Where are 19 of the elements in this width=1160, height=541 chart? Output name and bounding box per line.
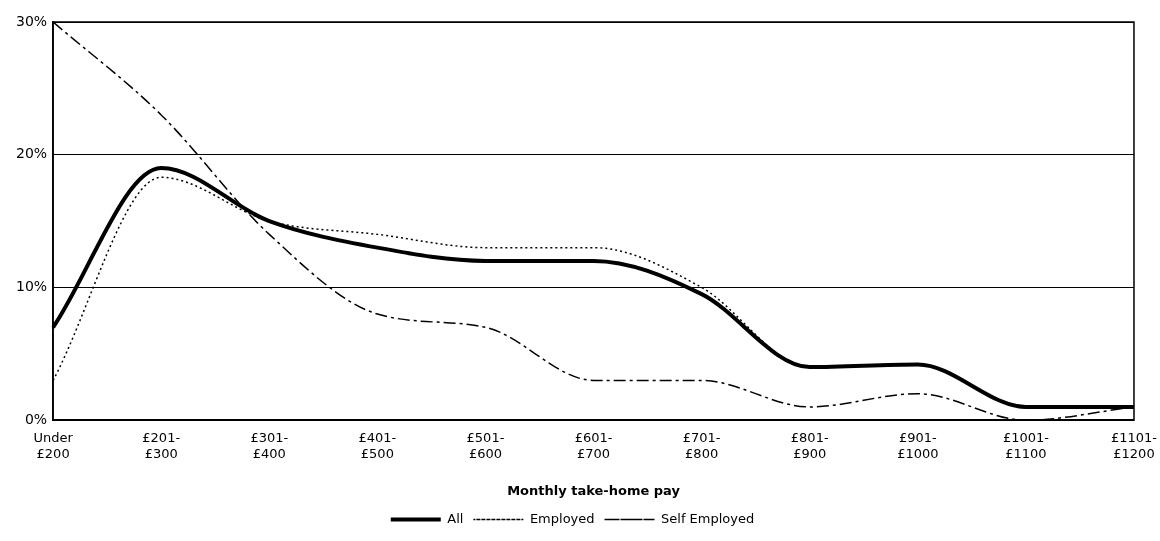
- x-tick-label: £201-£300: [142, 430, 181, 461]
- x-tick-label: £401-£500: [358, 430, 397, 461]
- x-axis-title: Monthly take-home pay: [507, 482, 681, 498]
- x-tick-label: £1001-£1100: [1002, 430, 1050, 461]
- x-tick-label: £801-£900: [790, 430, 829, 461]
- legend-label: Employed: [529, 510, 595, 526]
- y-tick-label: 10%: [15, 278, 48, 295]
- legend-label: Self Employed: [661, 510, 755, 526]
- x-tick-label: £901-£1000: [897, 430, 939, 461]
- x-tick-label: Under £200: [33, 430, 74, 461]
- y-tick-label: 0%: [24, 410, 48, 427]
- x-tick-label: £601-£700: [574, 430, 613, 461]
- legend-label: All: [447, 510, 464, 526]
- x-tick-label: £701-£800: [682, 430, 721, 461]
- y-tick-label: 20%: [15, 145, 48, 162]
- y-tick-label: 30%: [15, 12, 48, 29]
- x-tick-label: £301-£400: [250, 430, 289, 461]
- x-tick-label: £501-£600: [466, 430, 505, 461]
- x-tick-label: £1101-£1200: [1110, 430, 1158, 461]
